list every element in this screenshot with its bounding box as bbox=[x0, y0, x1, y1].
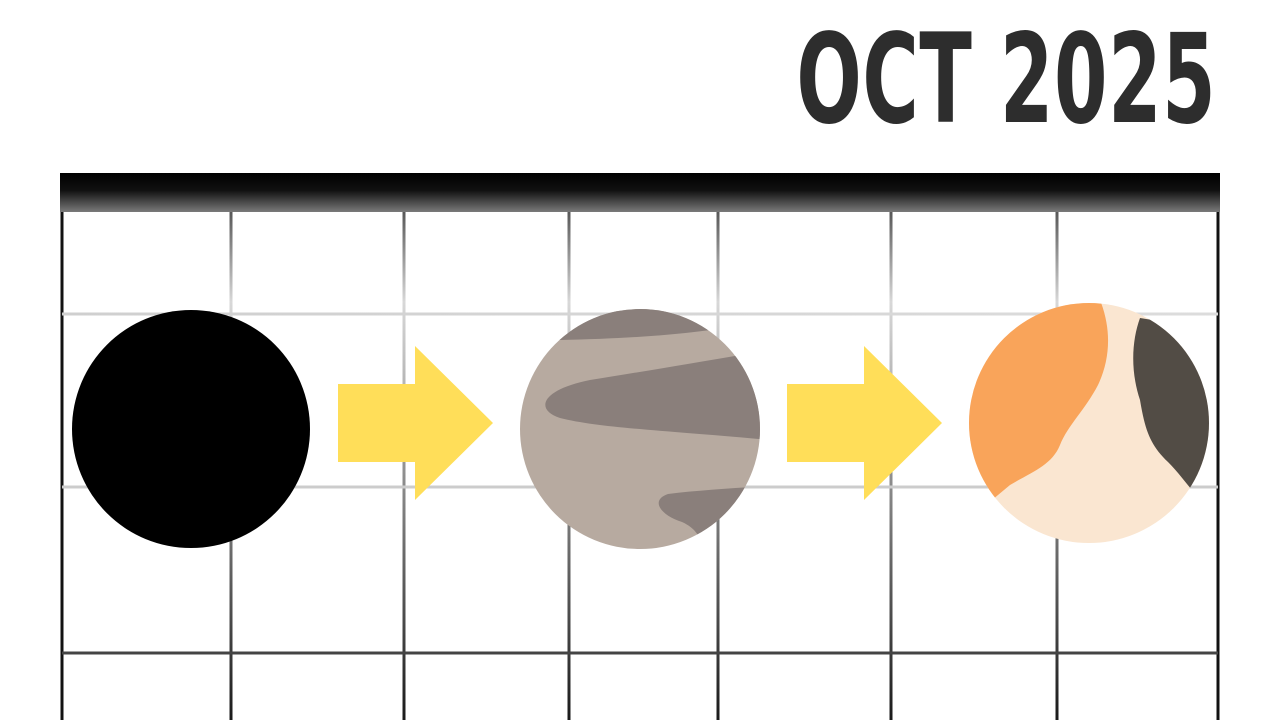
calendar-header-bar bbox=[60, 173, 1220, 212]
orange-cream-planet-icon bbox=[969, 303, 1209, 543]
gray-banded-planet-icon bbox=[520, 309, 760, 549]
date-title: OCT 2025 bbox=[796, 8, 1216, 152]
black-circle-icon bbox=[72, 310, 310, 548]
right-arrow-icon bbox=[787, 346, 942, 500]
right-arrow-icon bbox=[338, 346, 493, 500]
